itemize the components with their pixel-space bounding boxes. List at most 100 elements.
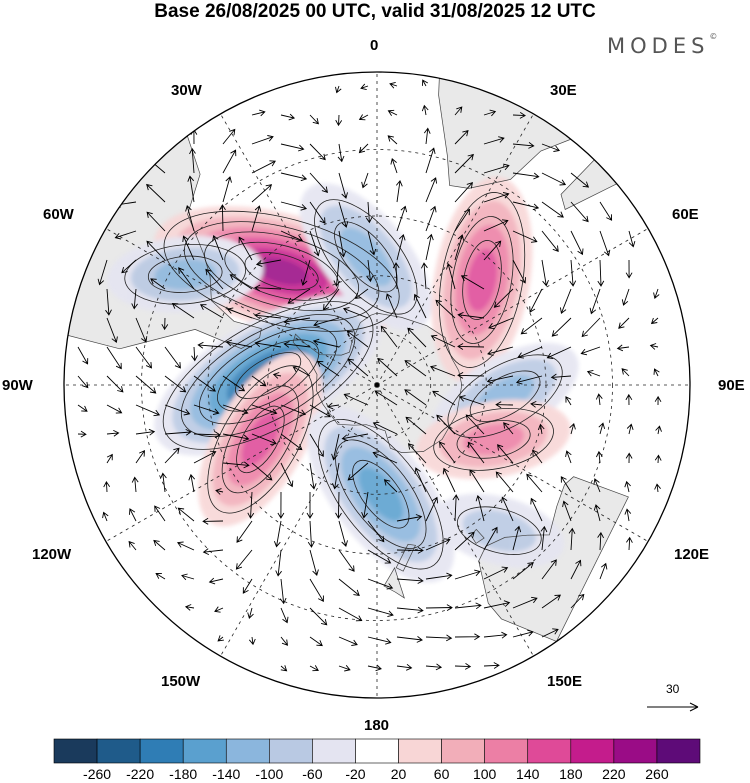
- meridian-line: [105, 384, 378, 542]
- wind-arrow: [454, 569, 481, 580]
- wind-arrow: [222, 461, 250, 469]
- wind-arrow: [235, 549, 253, 570]
- wind-arrow: [396, 636, 423, 643]
- anomaly-level: [462, 509, 536, 552]
- wind-arrow: [337, 143, 345, 163]
- wind-arrow: [251, 404, 278, 416]
- wind-arrow: [309, 230, 321, 257]
- wind-arrow: [624, 480, 631, 493]
- wind-arrow: [413, 293, 427, 319]
- wind-arrow: [541, 230, 559, 252]
- wind-arrow: [135, 404, 161, 417]
- wind-arrow: [187, 175, 195, 203]
- wind-arrow: [586, 369, 601, 377]
- wind-arrow: [347, 358, 369, 377]
- wind-arrow: [222, 375, 246, 392]
- wind-arrow: [425, 663, 443, 671]
- wind-arrow: [338, 520, 348, 547]
- colorbar-tick-label: 140: [516, 766, 540, 782]
- wind-arrow: [202, 548, 224, 556]
- wind-arrow: [425, 233, 434, 261]
- wind-arrow: [309, 549, 319, 576]
- wind-arrow: [309, 172, 328, 193]
- wind-arrow: [222, 176, 232, 203]
- wind-arrow: [280, 607, 289, 624]
- contour-line: [217, 339, 320, 412]
- colorbar-tick-label: 20: [390, 766, 407, 782]
- wind-arrow: [425, 147, 436, 174]
- contour-line: [450, 216, 514, 344]
- wind-arrow: [396, 233, 406, 261]
- wind-arrow: [396, 547, 424, 554]
- wind-arrow: [483, 600, 511, 609]
- wind-arrow: [414, 467, 427, 493]
- wind-arrow: [512, 230, 538, 243]
- wind-arrow: [193, 404, 220, 415]
- wind-vector-layer: [77, 79, 662, 672]
- colorbar-swatch: [398, 738, 442, 764]
- reference-vector: [647, 702, 699, 712]
- wind-arrow: [425, 538, 451, 551]
- wind-arrow: [515, 375, 543, 385]
- wind-arrow: [597, 531, 604, 551]
- wind-arrow: [338, 636, 358, 646]
- wind-arrow: [153, 539, 166, 551]
- wind-arrow: [475, 494, 485, 522]
- wind-arrow: [487, 346, 514, 356]
- wind-arrow: [454, 182, 473, 203]
- wind-arrow: [338, 578, 360, 596]
- wind-arrow: [530, 497, 543, 522]
- contour-line: [180, 313, 356, 438]
- wind-arrow: [222, 404, 249, 415]
- wind-arrow: [483, 192, 510, 203]
- wind-arrow: [541, 559, 557, 580]
- wind-arrow: [208, 577, 224, 585]
- wind-arrow: [322, 288, 340, 311]
- wind-arrow: [154, 505, 166, 522]
- wind-arrow: [309, 201, 326, 224]
- colorbar-swatch: [656, 738, 701, 764]
- lon-label-60e: 60E: [672, 206, 699, 223]
- wind-arrow: [512, 142, 535, 149]
- wind-arrow: [541, 201, 564, 218]
- contour-line: [163, 210, 400, 332]
- contour-line: [335, 439, 427, 549]
- colorbar-tick-label: 220: [602, 766, 626, 782]
- wind-arrow: [529, 288, 543, 313]
- wind-arrow: [251, 184, 273, 203]
- wind-arrow: [309, 143, 326, 161]
- wind-arrow: [182, 235, 195, 261]
- lon-label-120e: 120E: [674, 546, 710, 563]
- wind-arrow: [251, 160, 276, 174]
- anomaly-level: [154, 259, 216, 290]
- contour-line: [334, 221, 398, 293]
- wind-arrow: [520, 317, 543, 335]
- wind-arrow: [106, 317, 118, 344]
- wind-arrow: [309, 578, 324, 603]
- wind-arrow: [131, 288, 138, 310]
- wind-arrow: [307, 520, 315, 548]
- wind-arrow: [541, 259, 549, 287]
- wind-arrow: [457, 372, 485, 379]
- wind-arrow: [497, 444, 514, 464]
- wind-arrow: [407, 327, 427, 348]
- wind-arrow: [273, 520, 282, 548]
- wind-arrow: [280, 433, 303, 451]
- colorbar-tick-label: 180: [559, 766, 583, 782]
- colorbar-swatch: [269, 738, 313, 764]
- wind-arrow: [650, 317, 659, 325]
- wind-arrow: [326, 402, 340, 410]
- lon-label-90w: 90W: [2, 377, 33, 394]
- contour-line: [183, 221, 380, 322]
- wind-arrow: [483, 662, 500, 669]
- wind-arrow: [512, 112, 526, 119]
- wind-arrow: [331, 433, 340, 461]
- wind-arrow: [581, 317, 601, 338]
- wind-arrow: [222, 433, 250, 442]
- wind-arrow: [541, 594, 562, 609]
- wind-arrow: [486, 375, 514, 384]
- wind-arrow: [396, 663, 413, 671]
- lon-label-60w: 60W: [43, 206, 74, 223]
- wind-arrow: [541, 143, 561, 152]
- wind-arrow: [569, 422, 576, 435]
